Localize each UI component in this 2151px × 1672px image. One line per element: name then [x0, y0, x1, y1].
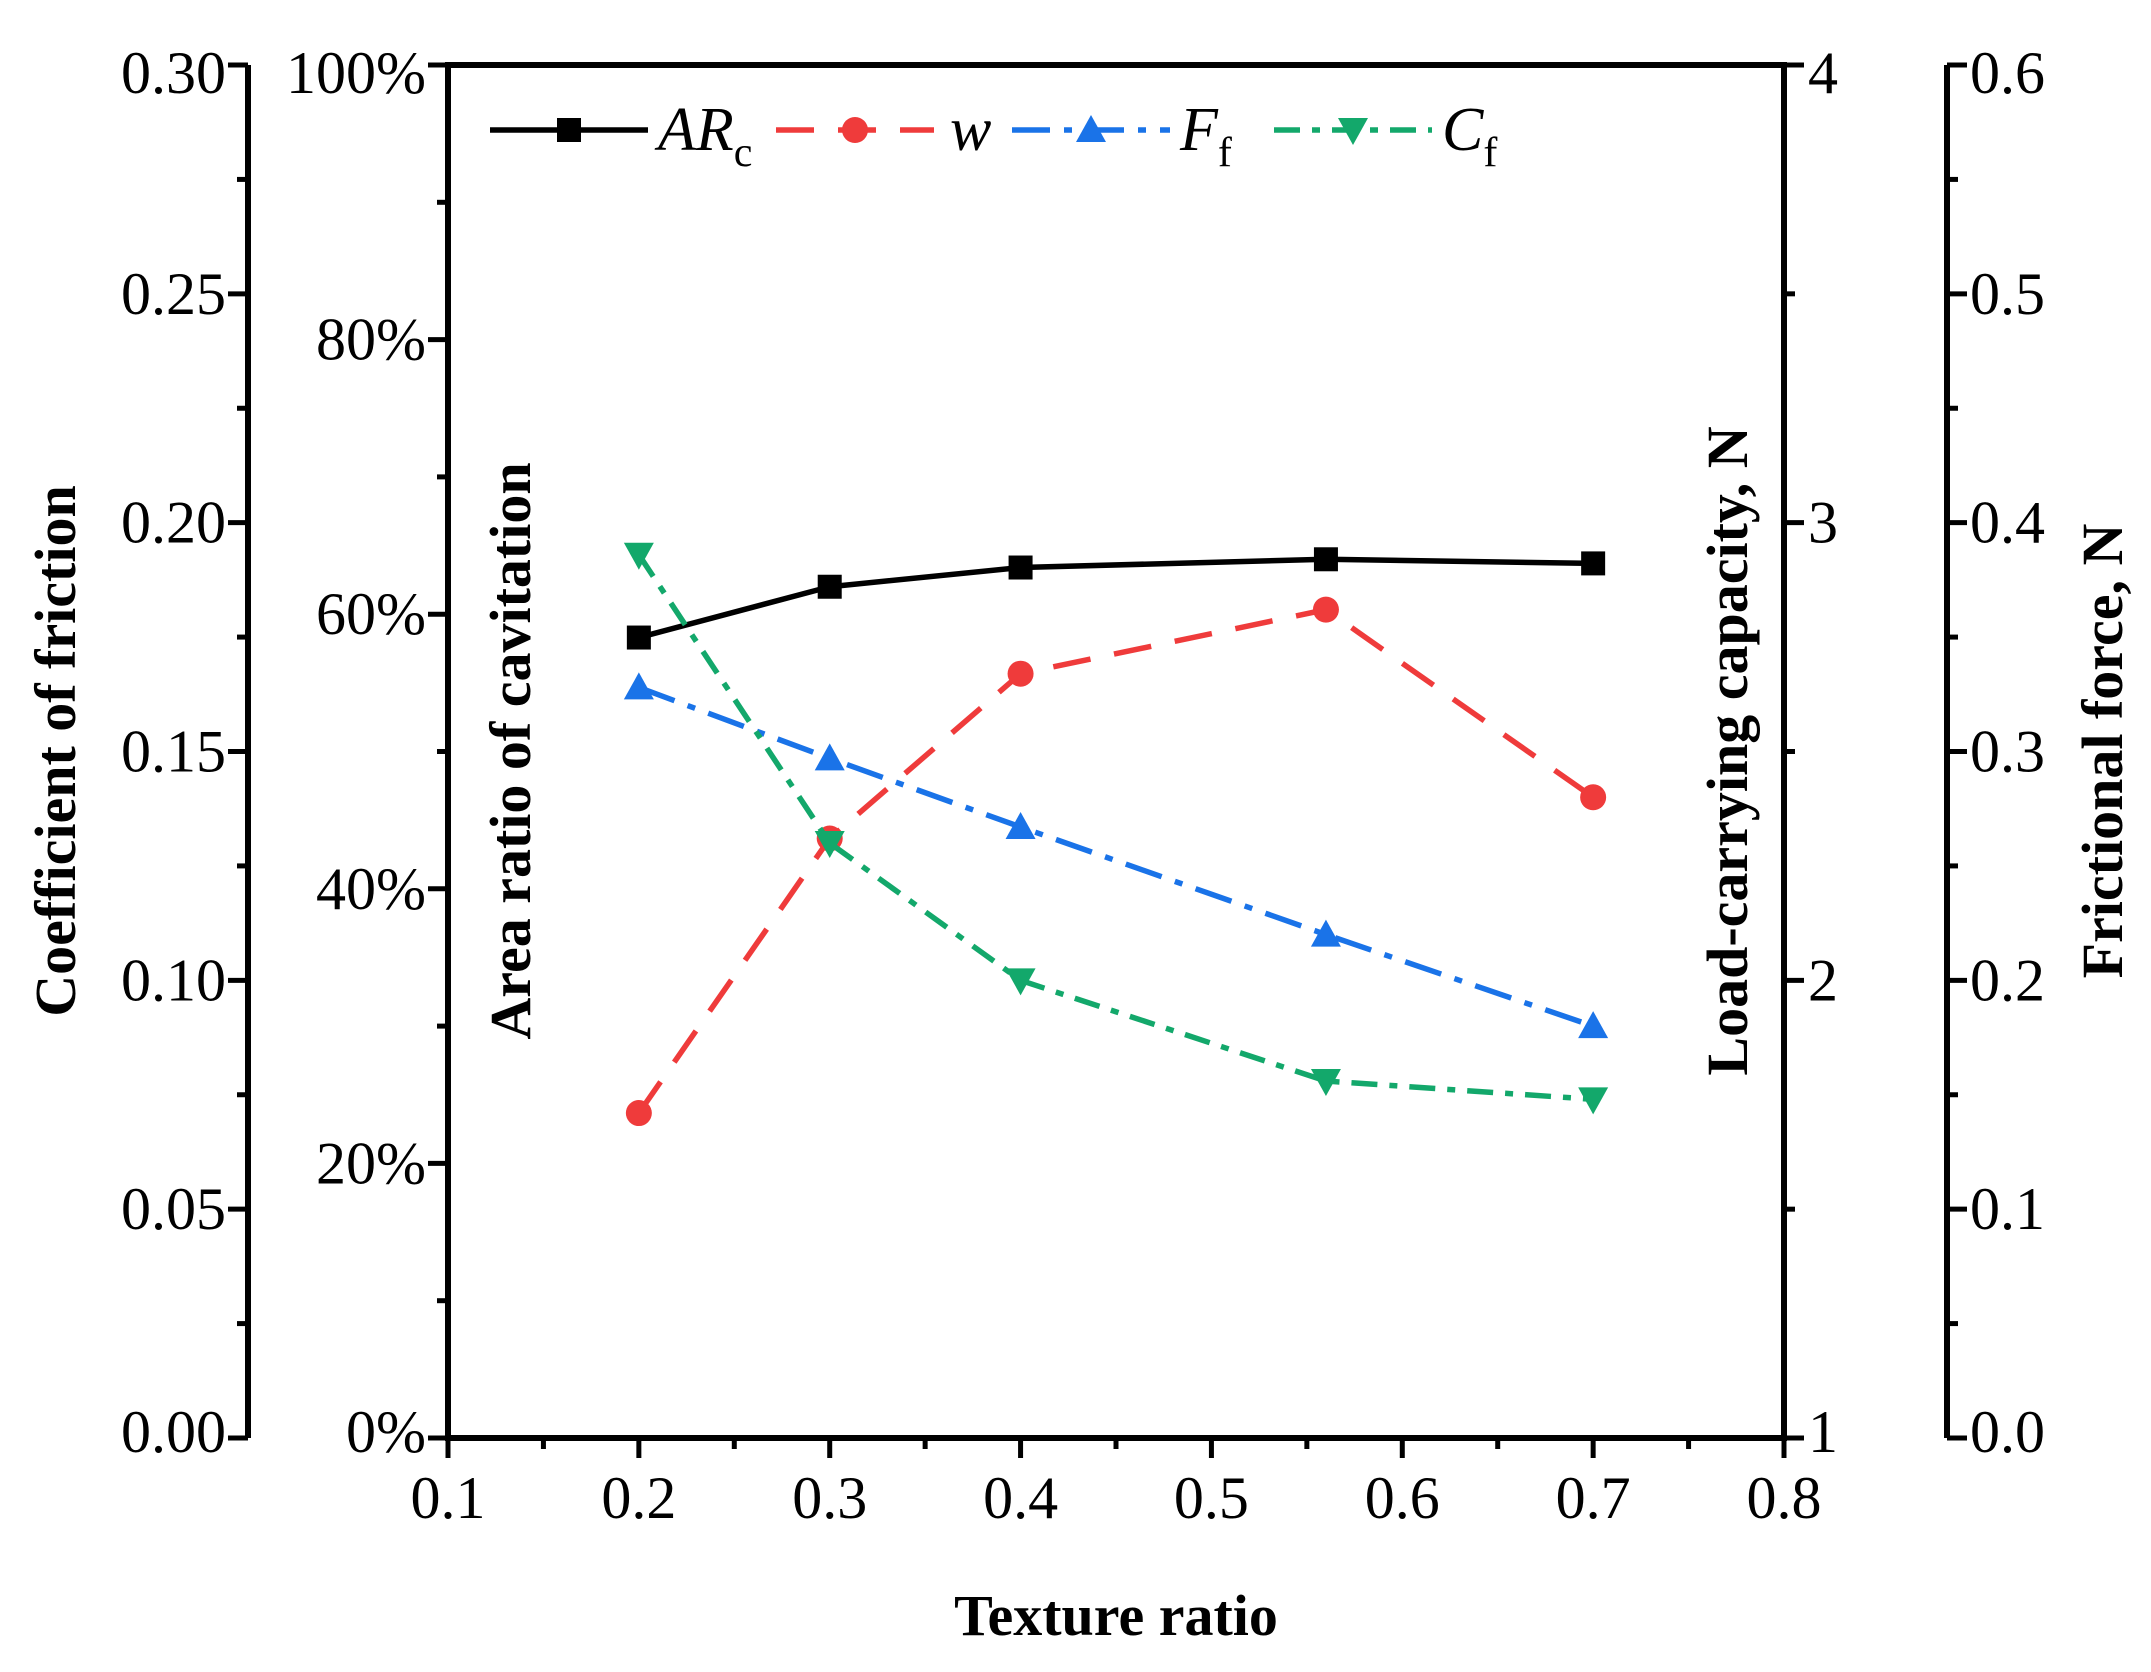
- y-tick-label-arc: 60%: [316, 581, 426, 647]
- y-tick-label-ff: 0.0: [1970, 1399, 2045, 1465]
- x-tick-label: 0.3: [792, 1465, 867, 1531]
- series-arc: [626, 547, 1606, 650]
- data-point-ff: [1578, 1011, 1609, 1039]
- legend-item-cf: Cf: [1274, 96, 1497, 176]
- y-tick-label-arc: 80%: [316, 307, 426, 373]
- y-tick-label-cf: 0.20: [121, 490, 226, 556]
- y-tick-label-cf: 0.10: [121, 947, 226, 1013]
- legend-marker-ff: [1076, 115, 1106, 142]
- y-axis-title-ff: Frictional force, N: [2070, 524, 2135, 979]
- x-tick-label: 0.1: [411, 1465, 486, 1531]
- y-axis-title-arc: Area ratio of cavitation: [478, 462, 543, 1039]
- y-tick-label-ff: 0.3: [1970, 719, 2045, 785]
- x-tick-label: 0.2: [601, 1465, 676, 1531]
- data-point-w: [1312, 596, 1339, 623]
- data-point-ff: [814, 743, 845, 771]
- legend-label-cf: Cf: [1442, 96, 1497, 176]
- x-axis-title: Texture ratio: [954, 1583, 1278, 1648]
- data-point-ff: [1310, 919, 1341, 947]
- series-line-arc: [638, 556, 1594, 641]
- data-point-ff: [623, 672, 654, 700]
- y-tick-label-ff: 0.4: [1970, 490, 2045, 556]
- data-point-cf: [814, 831, 845, 859]
- legend-item-ff: Ff: [1012, 96, 1232, 176]
- tick-labels: 0.1 0.2 0.3 0.4 0.5 0.6 0.7 0.8 0.00 0.05 0.10 0.15…: [121, 40, 2045, 1531]
- legend-label-ff: Ff: [1179, 96, 1232, 176]
- data-point-w: [1580, 784, 1607, 811]
- y-tick-label-arc: 20%: [316, 1130, 426, 1196]
- y-tick-label-w: 2: [1808, 947, 1838, 1013]
- series-ff: [623, 672, 1609, 1039]
- y-tick-label-ff: 0.1: [1970, 1176, 2045, 1242]
- y-tick-label-w: 1: [1808, 1399, 1838, 1465]
- x-tick-label: 0.8: [1747, 1465, 1822, 1531]
- plot-frame: [445, 62, 1787, 1441]
- data-point-arc: [817, 574, 842, 599]
- series-line-ff: [637, 684, 1595, 1029]
- y-tick-label-cf: 0.30: [121, 40, 226, 106]
- series-line-cf: [636, 553, 1594, 1103]
- series-w: [625, 596, 1607, 1127]
- x-tick-label: 0.7: [1556, 1465, 1631, 1531]
- data-point-cf: [1005, 968, 1036, 996]
- data-point-arc: [1313, 547, 1338, 572]
- data-point-arc: [1581, 551, 1606, 576]
- data-point-cf: [623, 542, 654, 570]
- legend-marker-arc: [557, 118, 581, 142]
- x-tick-label: 0.5: [1174, 1465, 1249, 1531]
- legend-item-arc: ARc: [490, 96, 752, 176]
- data-point-ff: [1005, 812, 1036, 840]
- y-tick-label-w: 4: [1808, 40, 1838, 106]
- y-tick-label-cf: 0.15: [121, 719, 226, 785]
- legend-label-arc: ARc: [654, 96, 752, 176]
- data-point-w: [1007, 660, 1034, 687]
- series-layer: [623, 542, 1609, 1127]
- y-axis-title-w: Load-carrying capacity, N: [1695, 426, 1760, 1075]
- data-point-arc: [1008, 555, 1033, 580]
- y-tick-label-arc: 0%: [346, 1399, 426, 1465]
- y-tick-label-ff: 0.6: [1970, 40, 2045, 106]
- legend-label-w: w: [950, 96, 991, 164]
- series-cf: [623, 542, 1609, 1115]
- y-tick-label-cf: 0.00: [121, 1399, 226, 1465]
- y-tick-label-arc: 100%: [286, 40, 426, 106]
- y-tick-label-arc: 40%: [316, 856, 426, 922]
- legend-marker-cf: [1338, 118, 1368, 145]
- y-tick-label-cf: 0.25: [121, 261, 226, 327]
- data-point-cf: [1310, 1069, 1341, 1097]
- x-tick-label: 0.6: [1365, 1465, 1440, 1531]
- y-tick-label-w: 3: [1808, 490, 1838, 556]
- legend-marker-w: [842, 117, 868, 143]
- y-tick-label-ff: 0.5: [1970, 261, 2045, 327]
- y-tick-label-cf: 0.05: [121, 1176, 226, 1242]
- legend-item-w: w: [776, 96, 991, 164]
- data-point-cf: [1578, 1087, 1609, 1115]
- data-point-arc: [626, 625, 651, 650]
- legend: ARc w Ff Cf: [490, 96, 1497, 176]
- ticks: [228, 62, 1967, 1458]
- y-tick-label-ff: 0.2: [1970, 947, 2045, 1013]
- data-point-w: [625, 1100, 652, 1127]
- x-tick-label: 0.4: [983, 1465, 1058, 1531]
- y-axis-title-cf: Coefficient of friction: [23, 485, 88, 1016]
- series-line-w: [636, 606, 1595, 1115]
